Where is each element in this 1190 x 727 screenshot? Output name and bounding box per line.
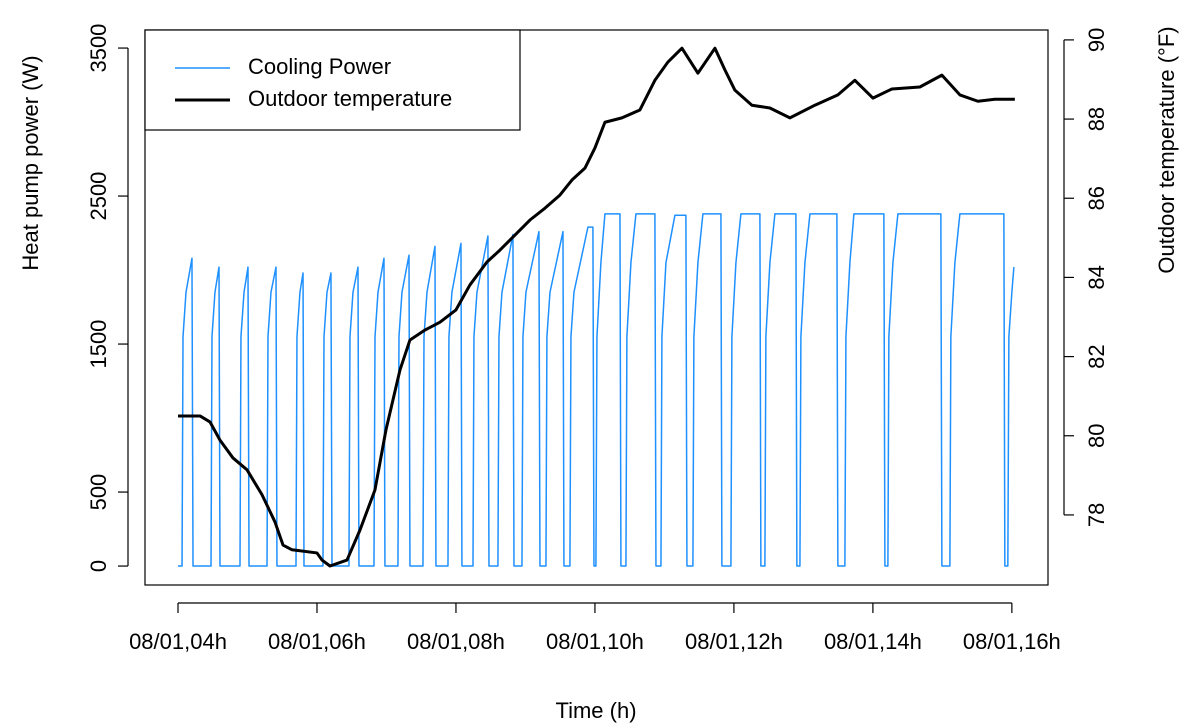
y-tick-label: 500 bbox=[86, 474, 111, 511]
y-tick-label: 3500 bbox=[86, 24, 111, 73]
x-axis-label: Time (h) bbox=[555, 698, 636, 723]
legend-label: Cooling Power bbox=[248, 54, 391, 79]
x-tick-label: 08/01,04h bbox=[129, 629, 227, 654]
x-tick-label: 08/01,10h bbox=[546, 629, 644, 654]
y2-tick-label: 84 bbox=[1084, 265, 1109, 289]
x-tick-label: 08/01,08h bbox=[407, 629, 505, 654]
x-tick-label: 08/01,16h bbox=[963, 629, 1061, 654]
y-axis-label: Heat pump power (W) bbox=[18, 55, 43, 270]
y2-tick-label: 80 bbox=[1084, 424, 1109, 448]
y2-tick-label: 78 bbox=[1084, 503, 1109, 527]
plot-box bbox=[144, 29, 1049, 586]
x-tick-label: 08/01,12h bbox=[685, 629, 783, 654]
y-tick-label: 1500 bbox=[86, 320, 111, 369]
y2-tick-label: 88 bbox=[1084, 107, 1109, 131]
x-tick-label: 08/01,14h bbox=[824, 629, 922, 654]
y2-tick-label: 82 bbox=[1084, 344, 1109, 368]
y-tick-label: 0 bbox=[86, 560, 111, 572]
legend-box bbox=[144, 29, 521, 131]
x-tick-label: 08/01,06h bbox=[268, 629, 366, 654]
y2-tick-label: 90 bbox=[1084, 28, 1109, 52]
series-line bbox=[178, 46, 1015, 568]
y2-tick-label: 86 bbox=[1084, 186, 1109, 210]
y-tick-label: 2500 bbox=[86, 172, 111, 221]
y2-axis-label: Outdoor temperature (°F) bbox=[1154, 26, 1179, 273]
legend-label: Outdoor temperature bbox=[248, 86, 452, 111]
series-line bbox=[178, 213, 1015, 567]
